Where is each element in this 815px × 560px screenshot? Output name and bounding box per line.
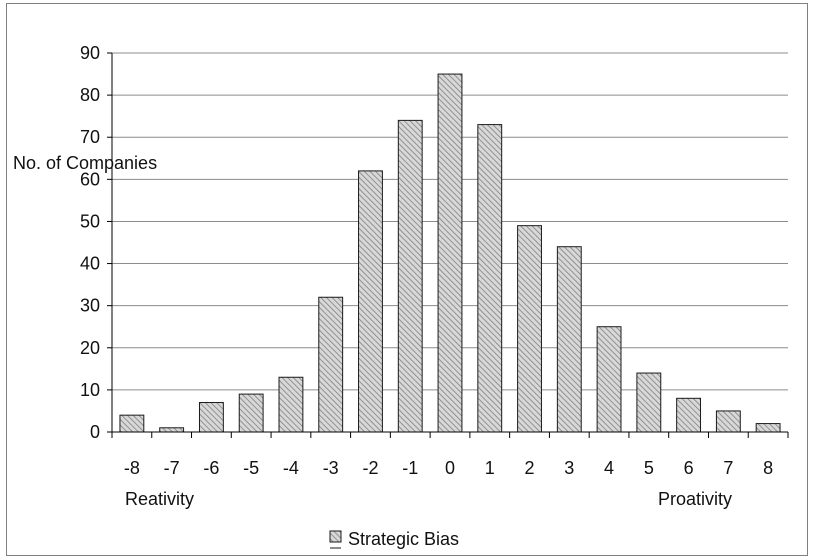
x-tick-label: -3 xyxy=(323,458,339,478)
bar-1 xyxy=(477,124,503,433)
annotation-reativity: Reativity xyxy=(125,489,194,509)
x-tick-label: 8 xyxy=(763,458,773,478)
y-tick-label: 30 xyxy=(80,296,100,316)
x-tick-labels: -8 -7 -6 -5 -4 -3 -2 -1 0 1 2 3 4 5 6 7 8 xyxy=(124,458,773,478)
bar--2 xyxy=(358,170,383,433)
axes xyxy=(111,53,789,438)
x-tick-label: -4 xyxy=(283,458,299,478)
y-tick-label: 40 xyxy=(80,254,100,274)
x-tick-label: 2 xyxy=(525,458,535,478)
bar--1 xyxy=(397,119,423,433)
bar-6 xyxy=(676,397,702,433)
y-tick-label: 0 xyxy=(90,422,100,442)
legend-label: Strategic Bias xyxy=(348,529,459,549)
y-tick-label: 10 xyxy=(80,380,100,400)
y-tick-label: 80 xyxy=(80,85,100,105)
x-tick-label: 4 xyxy=(604,458,614,478)
x-tick-label: 1 xyxy=(485,458,495,478)
x-tick-label: 7 xyxy=(723,458,733,478)
x-tick-label: -5 xyxy=(243,458,259,478)
x-tick-label: -1 xyxy=(402,458,418,478)
bar--8 xyxy=(119,414,145,433)
legend-swatch xyxy=(329,530,342,543)
bars xyxy=(119,73,781,433)
y-tick-label: 20 xyxy=(80,338,100,358)
y-tick-label: 60 xyxy=(80,169,100,189)
bar--6 xyxy=(198,402,224,433)
y-tick-label: 70 xyxy=(80,127,100,147)
x-tick-label: 0 xyxy=(445,458,455,478)
x-tick-label: -6 xyxy=(203,458,219,478)
bar-8 xyxy=(755,423,781,433)
bar--7 xyxy=(159,427,185,433)
bar-0 xyxy=(437,73,463,433)
y-tick-label: 90 xyxy=(80,43,100,63)
bar-3 xyxy=(556,246,582,433)
bar--3 xyxy=(318,296,344,433)
legend: Strategic Bias xyxy=(329,529,459,549)
x-tick-label: -7 xyxy=(164,458,180,478)
y-tick-labels: 0 10 20 30 40 50 60 70 80 90 xyxy=(80,43,112,442)
x-tick-label: -8 xyxy=(124,458,140,478)
x-tick-label: -2 xyxy=(362,458,378,478)
bar-4 xyxy=(596,326,622,433)
y-tick-label: 50 xyxy=(80,211,100,231)
bar-2 xyxy=(517,225,542,433)
x-tick-label: 3 xyxy=(564,458,574,478)
bar--4 xyxy=(278,376,304,433)
bar-5 xyxy=(636,372,662,433)
bar--5 xyxy=(238,393,264,433)
x-tick-label: 5 xyxy=(644,458,654,478)
x-tick-label: 6 xyxy=(684,458,694,478)
bar-7 xyxy=(715,410,741,433)
annotation-proativity: Proativity xyxy=(658,489,732,509)
y-axis-label: No. of Companies xyxy=(13,153,157,173)
